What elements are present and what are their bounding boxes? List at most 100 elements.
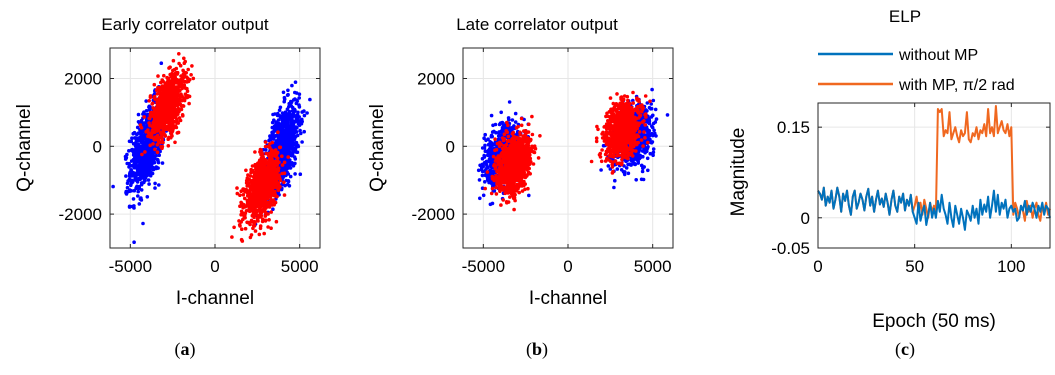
panel-a-caption-letter: a	[181, 339, 190, 359]
scatter-point	[273, 160, 278, 165]
scatter-point	[273, 173, 278, 177]
scatter-point	[285, 107, 290, 111]
scatter-point	[269, 170, 274, 174]
scatter-point	[139, 147, 144, 152]
scatter-point	[232, 225, 236, 230]
scatter-point	[258, 174, 263, 178]
scatter-point	[267, 138, 271, 143]
scatter-point	[125, 152, 129, 157]
scatter-point	[127, 178, 131, 183]
scatter-point	[282, 155, 287, 160]
scatter-point	[140, 176, 145, 180]
scatter-point	[267, 194, 272, 199]
scatter-point	[266, 225, 270, 229]
scatter-point	[277, 108, 282, 112]
scatter-point	[262, 183, 267, 187]
scatter-point	[293, 80, 298, 84]
scatter-point	[137, 185, 141, 190]
scatter-point	[482, 153, 487, 158]
scatter-point	[238, 224, 242, 228]
scatter-point	[171, 121, 175, 126]
scatter-point	[285, 128, 289, 133]
scatter-point	[497, 131, 501, 135]
scatter-point	[230, 235, 234, 239]
scatter-point	[185, 86, 189, 91]
scatter-point	[156, 135, 160, 139]
scatter-point	[184, 71, 188, 75]
scatter-point	[283, 110, 288, 114]
panel-b-title: Late correlator output	[456, 15, 618, 34]
scatter-point	[253, 229, 258, 233]
scatter-point	[478, 196, 482, 201]
scatter-point	[263, 144, 268, 149]
scatter-point	[159, 96, 164, 101]
scatter-point	[141, 134, 146, 139]
scatter-point	[142, 179, 147, 183]
scatter-point	[280, 171, 284, 176]
scatter-point	[139, 182, 144, 187]
scatter-point	[143, 150, 147, 154]
scatter-point	[283, 165, 288, 169]
scatter-point	[136, 136, 141, 140]
scatter-point	[291, 132, 296, 136]
scatter-point	[186, 94, 191, 98]
scatter-point	[276, 130, 280, 134]
scatter-point	[289, 120, 293, 125]
xtick-label: 5000	[281, 257, 319, 276]
scatter-point	[137, 170, 142, 174]
scatter-point	[148, 116, 152, 121]
scatter-point	[489, 113, 494, 118]
scatter-point	[161, 88, 165, 92]
scatter-point	[277, 176, 282, 181]
scatter-point	[156, 99, 161, 103]
scatter-point	[136, 166, 140, 171]
scatter-point	[163, 93, 167, 97]
scatter-point	[191, 76, 196, 81]
scatter-point	[152, 160, 157, 165]
scatter-point	[257, 189, 262, 194]
scatter-point	[280, 111, 285, 115]
scatter-point	[158, 120, 163, 125]
scatter-point	[165, 108, 169, 113]
scatter-point	[484, 161, 489, 166]
scatter-point	[295, 99, 300, 104]
scatter-point	[626, 171, 631, 176]
scatter-point	[141, 221, 145, 226]
scatter-point	[179, 104, 184, 109]
scatter-point	[160, 144, 165, 149]
scatter-point	[172, 73, 176, 77]
scatter-point	[264, 170, 269, 174]
scatter-point	[488, 202, 493, 207]
scatter-point	[161, 140, 165, 145]
scatter-point	[170, 96, 174, 100]
scatter-point	[263, 214, 268, 218]
scatter-point	[254, 175, 258, 179]
scatter-point	[264, 148, 268, 152]
scatter-point	[286, 115, 290, 119]
scatter-point	[136, 120, 141, 124]
scatter-point	[259, 184, 263, 189]
scatter-point	[278, 138, 283, 143]
scatter-point	[280, 163, 285, 167]
scatter-point	[182, 56, 186, 61]
scatter-point	[159, 124, 163, 128]
scatter-point	[261, 154, 265, 158]
scatter-point	[270, 181, 275, 186]
scatter-point	[280, 154, 284, 158]
scatter-point	[187, 101, 191, 106]
scatter-point	[484, 138, 488, 143]
scatter-point	[166, 137, 170, 141]
scatter-point	[282, 95, 287, 100]
scatter-point	[288, 174, 293, 179]
scatter-point	[239, 212, 243, 217]
scatter-point	[162, 73, 166, 78]
scatter-point	[157, 86, 161, 90]
scatter-point	[295, 133, 300, 138]
scatter-point	[295, 125, 299, 130]
scatter-point	[243, 189, 247, 194]
scatter-point	[166, 77, 170, 81]
scatter-point	[260, 210, 264, 214]
scatter-point	[251, 186, 255, 191]
scatter-point	[131, 142, 136, 146]
scatter-point	[152, 112, 156, 116]
